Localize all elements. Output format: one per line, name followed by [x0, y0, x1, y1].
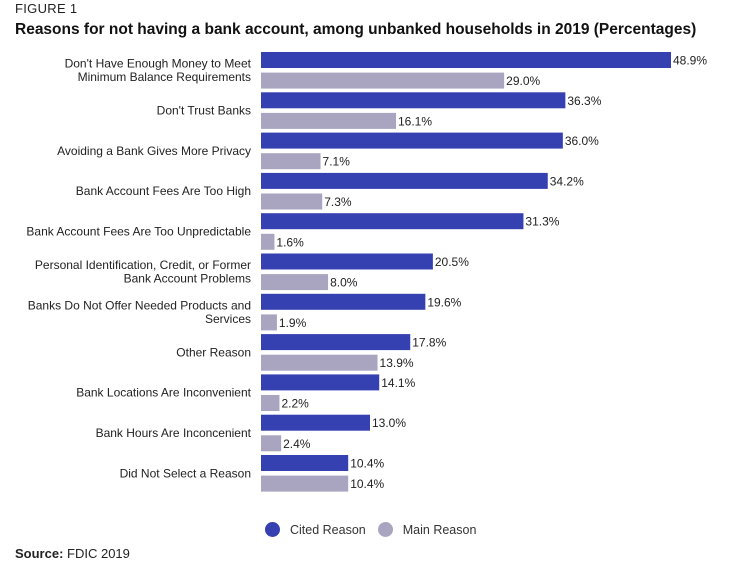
category-label: Minimum Balance Requirements: [78, 70, 251, 84]
bar-main: [261, 475, 349, 492]
data-label: 8.0%: [330, 276, 358, 290]
data-label: 36.0%: [565, 134, 599, 148]
bar-cited: [261, 132, 563, 149]
data-label: 34.2%: [550, 174, 584, 188]
bar-main: [261, 395, 280, 411]
category-label: Avoiding a Bank Gives More Privacy: [57, 144, 251, 158]
data-label: 7.1%: [323, 155, 351, 169]
data-label: 48.9%: [673, 54, 707, 68]
data-label: 10.4%: [350, 477, 384, 491]
bar-cited: [261, 455, 349, 471]
category-label: Banks Do Not Offer Needed Products and: [28, 298, 251, 312]
data-label: 36.3%: [567, 94, 601, 108]
data-label: 17.8%: [412, 336, 446, 350]
category-label: Services: [205, 312, 251, 326]
data-label: 19.6%: [427, 295, 461, 309]
data-label: 14.1%: [381, 376, 415, 390]
data-label: 16.1%: [398, 114, 432, 128]
category-label: Bank Account Fees Are Too High: [76, 184, 251, 198]
source-label: Source:: [15, 546, 64, 561]
legend-swatch-main: [377, 522, 393, 537]
category-label: Did Not Select a Reason: [120, 466, 251, 480]
data-label: 2.2%: [281, 397, 309, 411]
bar-main: [261, 354, 378, 371]
data-label: 7.3%: [324, 195, 352, 209]
legend-swatch-cited: [265, 522, 280, 537]
data-label: 31.3%: [525, 215, 559, 229]
category-label: Bank Account Problems: [124, 272, 251, 286]
category-label: Don't Trust Banks: [157, 104, 251, 118]
data-label: 13.9%: [380, 356, 414, 370]
data-label: 1.9%: [279, 316, 307, 330]
data-label: 29.0%: [506, 74, 540, 88]
legend-label-main: Main Reason: [402, 522, 477, 537]
data-label: 13.0%: [372, 416, 406, 430]
data-label: 20.5%: [435, 255, 469, 269]
category-label: Personal Identification, Credit, or Form…: [35, 258, 251, 272]
bar-main: [261, 153, 321, 170]
chart-title: Reasons for not having a bank account, a…: [15, 21, 697, 38]
bar-cited: [261, 334, 411, 351]
bar-main: [261, 233, 275, 250]
legend-item-main: Main Reason: [377, 522, 477, 537]
legend-label-cited: Cited Reason: [290, 522, 366, 537]
bar-cited: [261, 253, 433, 270]
source-text: FDIC 2019: [67, 546, 130, 561]
source-note: Source: FDIC 2019: [15, 546, 130, 561]
data-label: 10.4%: [350, 457, 384, 471]
bar-cited: [261, 92, 566, 109]
bar-cited: [261, 293, 426, 310]
bar-main: [261, 435, 282, 452]
bar-cited: [261, 213, 524, 230]
category-label: Bank Account Fees Are Too Unpredictable: [26, 225, 251, 239]
figure-label: FIGURE 1: [15, 1, 78, 16]
legend-item-cited: Cited Reason: [265, 522, 366, 537]
bar-main: [261, 112, 396, 129]
bar-cited: [261, 52, 671, 68]
category-label: Other Reason: [176, 345, 251, 359]
bar-main: [261, 72, 505, 89]
category-label: Bank Hours Are Inconcenient: [96, 426, 252, 440]
bar-cited: [261, 374, 380, 391]
chart-legend: Cited Reason Main Reason: [265, 522, 488, 537]
data-label: 1.6%: [276, 235, 304, 249]
bar-main: [261, 314, 277, 331]
bar-cited: [261, 414, 370, 431]
bar-main: [261, 193, 323, 210]
category-label: Bank Locations Are Inconvenient: [76, 386, 251, 400]
category-label: Don't Have Enough Money to Meet: [65, 57, 252, 71]
data-label: 2.4%: [283, 437, 311, 451]
bar-cited: [261, 172, 548, 189]
bar-main: [261, 274, 329, 291]
